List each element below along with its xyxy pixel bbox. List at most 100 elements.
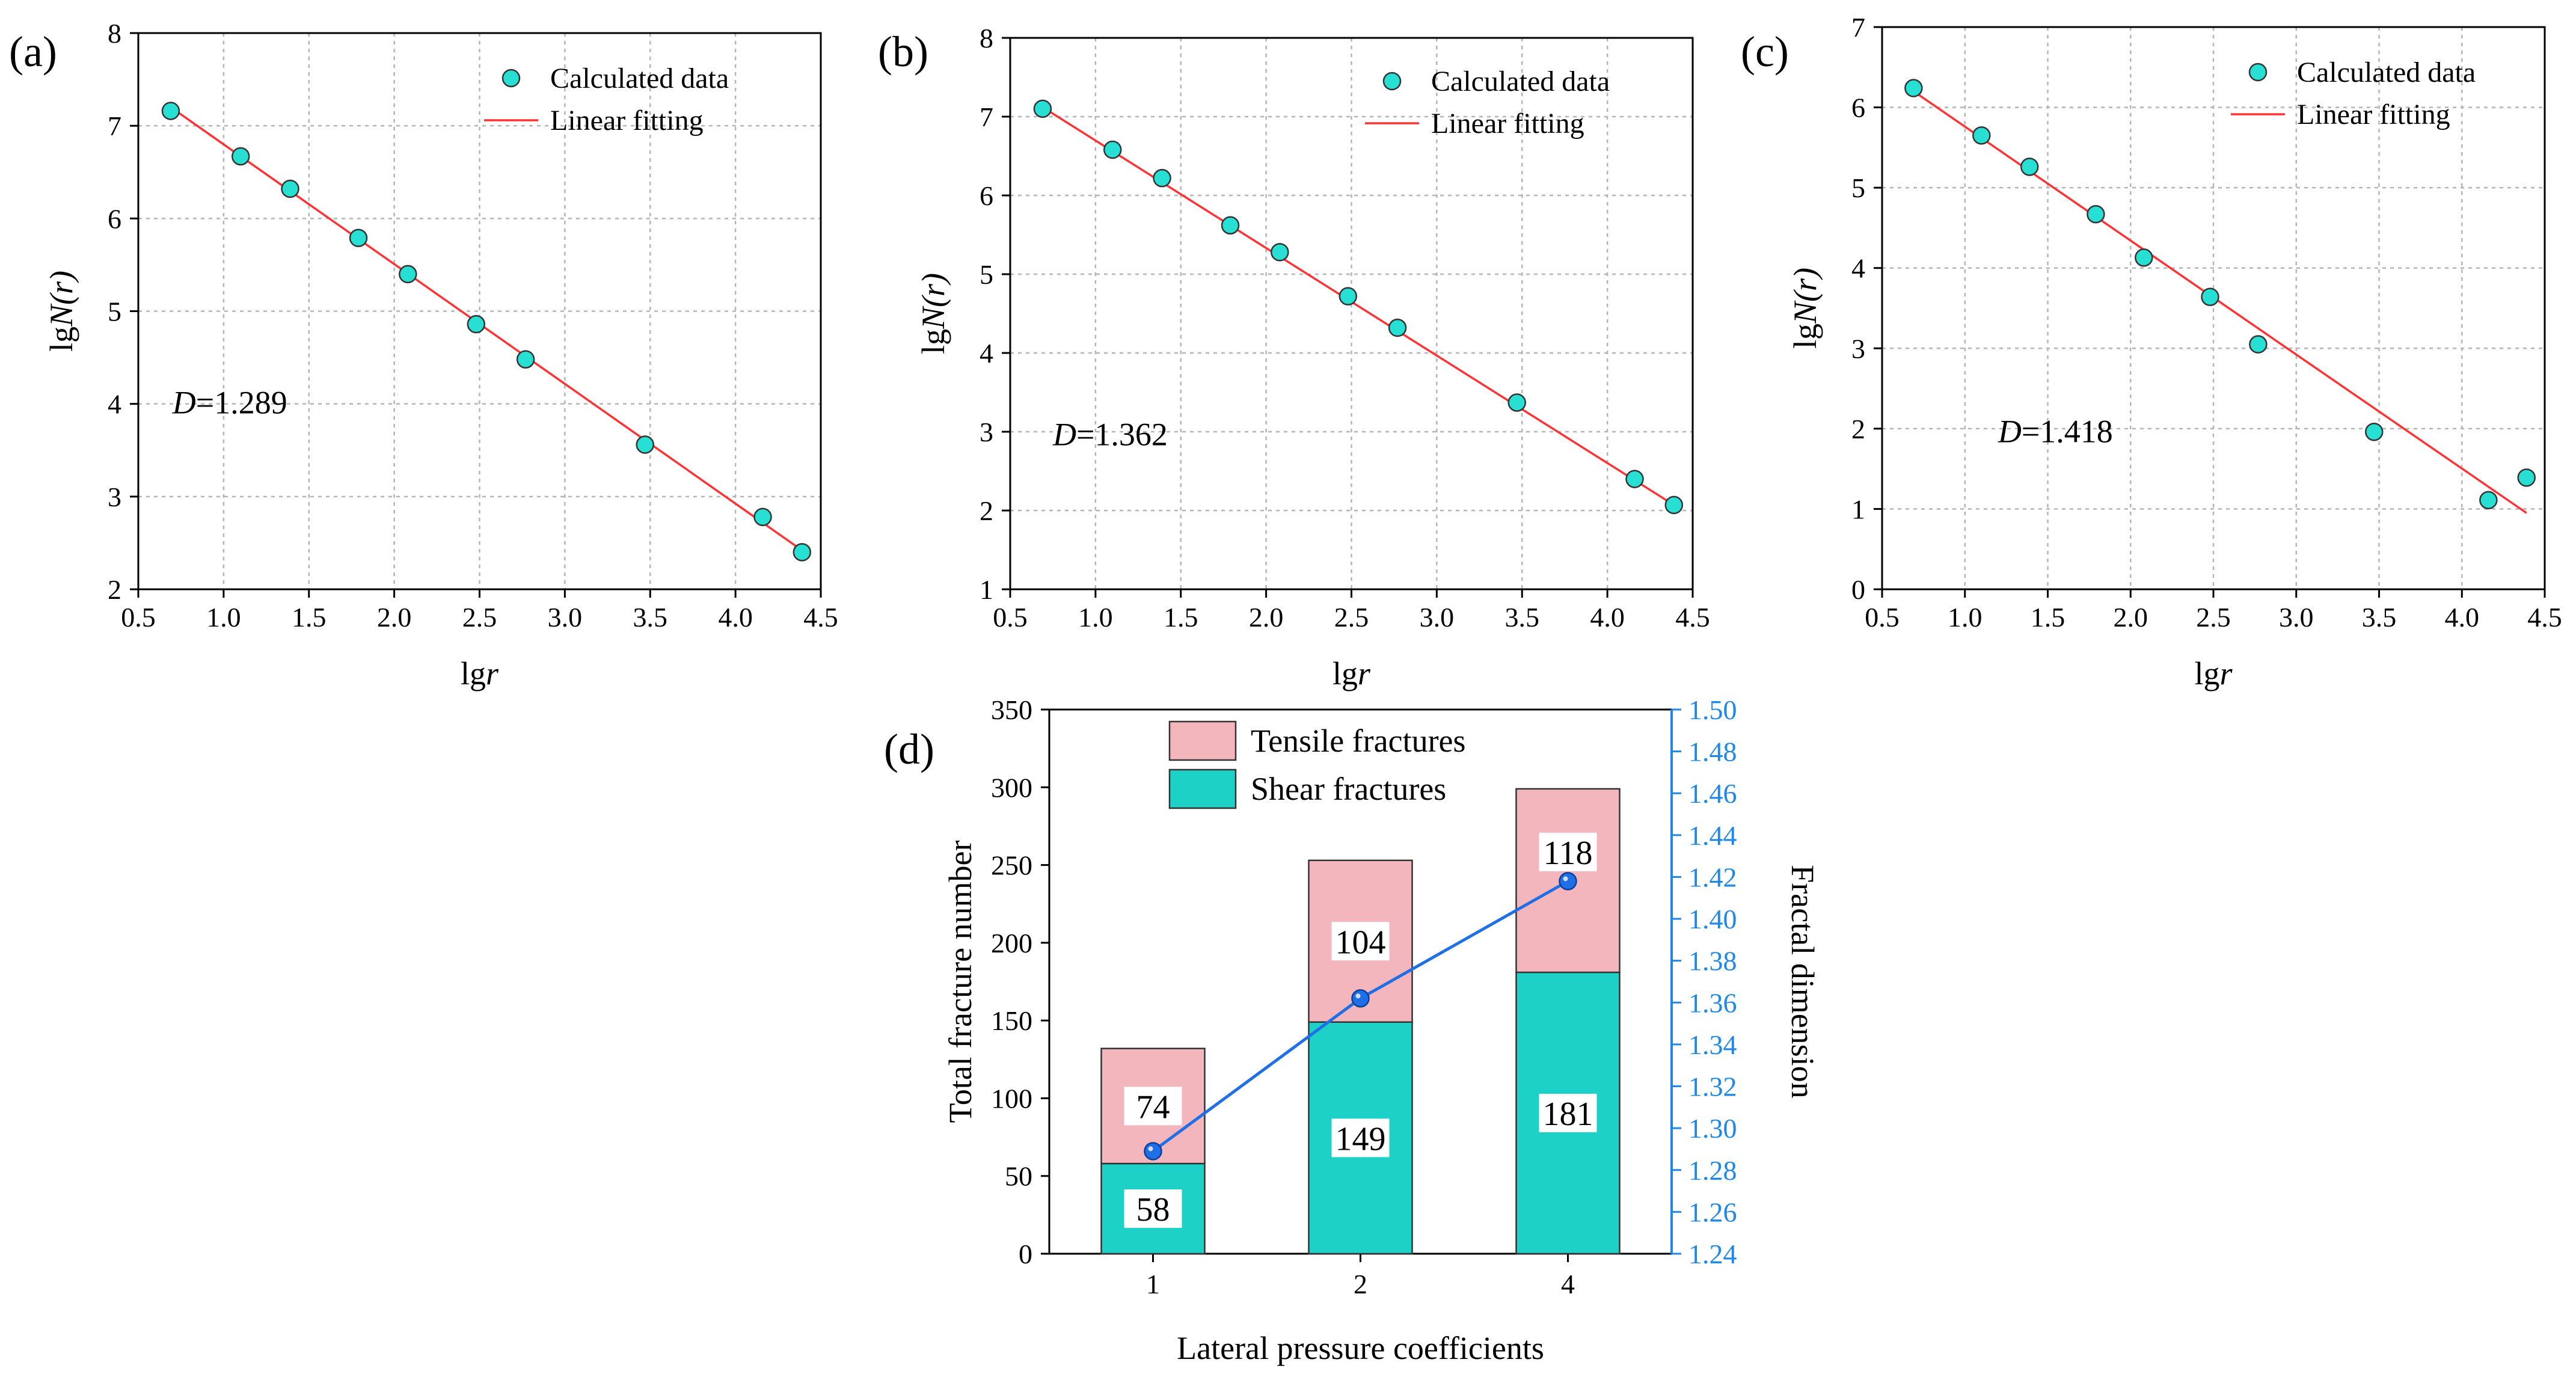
fractal-point-highlight	[1148, 1146, 1153, 1152]
y2-tick-label: 1.30	[1688, 1113, 1737, 1144]
label-part: lg	[1332, 655, 1358, 692]
fractal-dimension-annotation: D=1.362	[1052, 417, 1168, 453]
data-point	[753, 508, 772, 526]
y-tick-label: 200	[991, 928, 1032, 958]
x-tick-label: 1.5	[2031, 602, 2065, 633]
x-tick-label: 4	[1561, 1269, 1575, 1299]
label-part: lg	[43, 327, 79, 352]
y2-tick-label: 1.32	[1688, 1072, 1737, 1102]
data-point	[1388, 318, 1407, 337]
x-tick-label: 2.0	[2114, 602, 2148, 633]
x-tick-label: 2.0	[377, 602, 412, 633]
x-axis-label: Lateral pressure coefficients	[1177, 1330, 1544, 1366]
y-tick-label: 5	[108, 296, 121, 327]
y-tick-label: 4	[108, 389, 121, 420]
data-point	[1103, 140, 1122, 159]
label-part: r	[2220, 655, 2233, 692]
y-axis-label: Total fracture number	[942, 840, 978, 1123]
data-point	[2020, 158, 2039, 176]
y-tick-label: 6	[980, 180, 993, 211]
y-tick-label: 0	[1851, 574, 1865, 605]
panel-label: (d)	[884, 725, 934, 773]
y-tick-label: 2	[980, 495, 993, 526]
panel-label: (a)	[9, 28, 57, 76]
y-tick-label: 8	[980, 23, 993, 54]
data-point	[2364, 422, 2384, 441]
data-point	[1339, 287, 1358, 305]
legend-label-points: Calculated data	[550, 63, 729, 94]
data-point	[1221, 216, 1240, 235]
y-tick-label: 0	[1019, 1239, 1032, 1269]
y-axis-label: lgN(r)	[1787, 268, 1823, 349]
y2-tick-label: 1.48	[1688, 737, 1737, 767]
data-point	[1625, 470, 1644, 488]
legend: Tensile fractures Shear fractures	[1168, 720, 1466, 809]
y-axis-label: lgN(r)	[915, 273, 951, 354]
y2-tick-label: 1.26	[1688, 1197, 1737, 1227]
label-part: N(r)	[915, 273, 951, 330]
legend-point-marker	[1382, 72, 1402, 91]
legend-label-shear: Shear fractures	[1251, 771, 1446, 807]
y-tick-label: 7	[1851, 12, 1865, 43]
x-tick-label: 3.5	[1505, 602, 1540, 633]
x-tick-label: 4.0	[718, 602, 753, 633]
y-tick-label: 3	[1851, 333, 1865, 364]
label-part: lg	[2194, 655, 2219, 692]
data-point	[1664, 495, 1684, 515]
data-point	[1507, 393, 1526, 412]
value-label-box	[1539, 1093, 1597, 1132]
label-part: N(r)	[43, 271, 79, 327]
data-point	[2087, 204, 2105, 224]
x-tick-label: 2.0	[1249, 602, 1284, 633]
legend-label-line: Linear fitting	[1431, 108, 1584, 140]
y-tick-label: 4	[1851, 253, 1865, 284]
data-point	[1033, 99, 1052, 118]
data-point	[1153, 168, 1171, 188]
legend: Calculated data Linear fitting	[2231, 57, 2476, 130]
label-part: r	[486, 655, 499, 692]
x-tick-label: 1.5	[1164, 602, 1198, 633]
value-label-box	[1331, 1118, 1390, 1158]
y-tick-label: 50	[1005, 1161, 1032, 1192]
y2-tick-label: 1.44	[1688, 820, 1737, 851]
legend: Calculated data Linear fitting	[484, 63, 729, 136]
x-tick-label: 1.0	[1078, 602, 1113, 633]
linear-fit-line	[1041, 106, 1675, 506]
data-point	[399, 265, 417, 284]
y-tick-label: 350	[991, 695, 1032, 725]
scatter-panel-b: 0.5 1.0 1.5 2.0 2.5 3.0 3.5 4.0 4.512345678lgrlg…	[878, 23, 1710, 692]
legend-swatch-shear	[1168, 768, 1237, 809]
x-tick-label: 0.5	[121, 602, 156, 633]
data-point	[1972, 126, 1991, 145]
y-tick-label: 2	[1851, 414, 1865, 444]
y2-tick-label: 1.50	[1688, 695, 1737, 725]
x-axis-label: lgr	[461, 655, 499, 692]
value-label: 74	[1136, 1088, 1170, 1126]
y-tick-label: 6	[1851, 93, 1865, 123]
value-label: 58	[1136, 1191, 1170, 1228]
y-tick-label: 3	[108, 482, 121, 512]
legend-swatch-tensile	[1168, 720, 1237, 761]
value-label-box	[1539, 832, 1597, 871]
data-point	[2479, 491, 2498, 509]
x-tick-label: 3.5	[633, 602, 668, 633]
x-tick-label: 2.5	[2196, 602, 2231, 633]
label-part: lg	[461, 655, 486, 692]
fractal-point-highlight	[1563, 876, 1568, 882]
value-label: 181	[1543, 1096, 1593, 1133]
y-tick-label: 8	[108, 18, 121, 49]
x-tick-label: 3.0	[2279, 602, 2314, 633]
y-tick-label: 5	[980, 259, 993, 290]
data-point	[2135, 248, 2153, 267]
value-label-box	[1331, 922, 1390, 961]
x-axis-label: lgr	[2194, 655, 2233, 692]
y2-tick-label: 1.46	[1688, 778, 1737, 809]
y-tick-label: 1	[980, 574, 993, 605]
data-point	[467, 314, 486, 334]
data-point	[2201, 287, 2219, 307]
data-point	[636, 435, 654, 454]
fractal-dimension-annotation: D=1.418	[1998, 414, 2113, 450]
label-part: N(r)	[1787, 268, 1823, 324]
value-label: 149	[1336, 1120, 1386, 1158]
x-tick-label: 4.0	[2445, 602, 2480, 633]
